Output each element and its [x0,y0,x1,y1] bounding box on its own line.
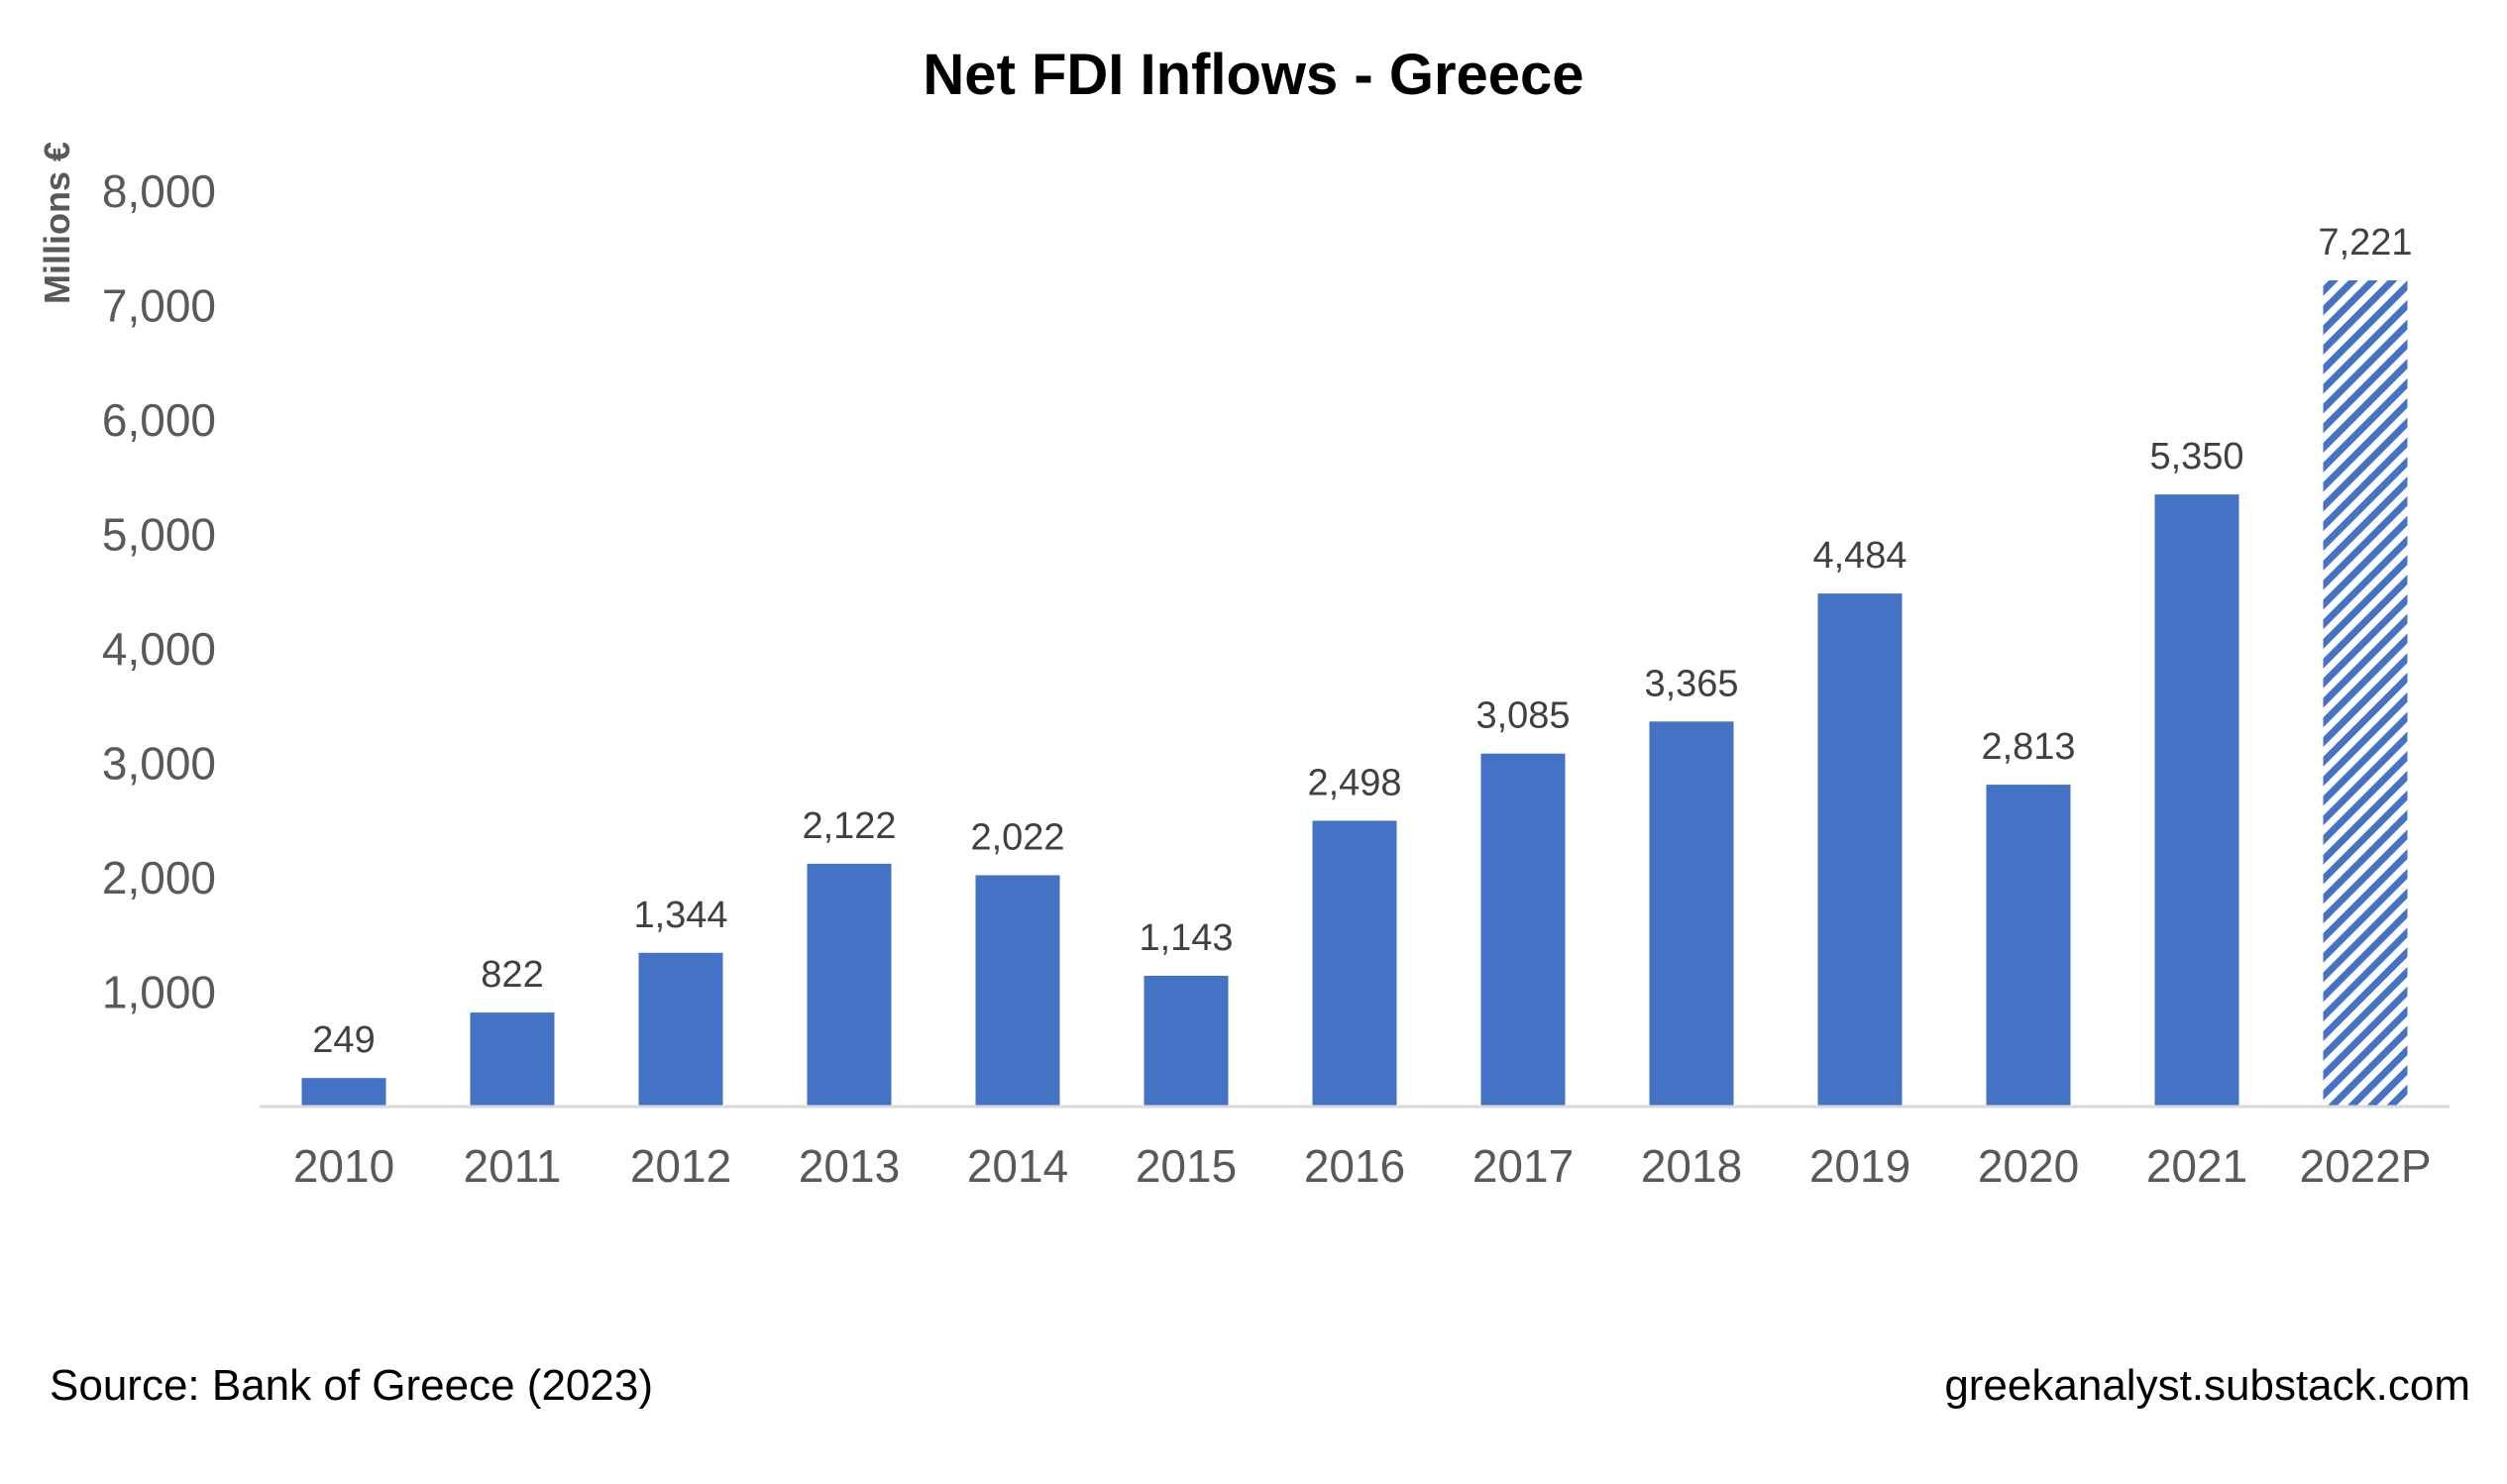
data-label: 2,498 [1307,763,1401,804]
bars [301,280,2408,1108]
x-tick-label: 2019 [1809,1140,1910,1192]
bar [301,1078,386,1107]
x-tick-label: 2010 [293,1140,394,1192]
x-tick-label: 2011 [464,1140,562,1192]
y-axis-ticks: 1,000 2,000 3,000 4,000 5,000 6,000 7,000 8,000 [102,165,216,1018]
x-axis-ticks: 2010 2011 2012 2013 2014 2015 2016 2017 2018 2019… [293,1140,2432,1192]
bar [638,952,723,1107]
x-tick-label: 2017 [1472,1140,1574,1192]
y-tick-label: 6,000 [102,394,216,446]
data-label: 1,344 [633,895,727,936]
data-label: 4,484 [1812,535,1907,577]
data-label: 1,143 [1139,917,1233,959]
x-tick-label: 2021 [2146,1140,2247,1192]
bar [1480,753,1566,1107]
bar [1817,593,1903,1107]
data-label: 5,350 [2149,436,2243,477]
bar [1144,976,1229,1107]
bar [807,863,892,1107]
data-labels: 249 822 1,344 2,122 2,022 1,143 2,498 3,085 3,36… [312,222,2412,1061]
y-tick-label: 3,000 [102,738,216,790]
x-tick-label: 2016 [1304,1140,1405,1192]
data-label: 3,365 [1644,663,1738,704]
y-tick-label: 7,000 [102,280,216,332]
bar [1986,785,2071,1107]
bar [470,1012,555,1107]
bar [975,875,1060,1107]
y-tick-label: 8,000 [102,165,216,217]
y-tick-label: 4,000 [102,623,216,675]
data-label: 2,813 [1981,726,2075,768]
data-label: 3,085 [1475,695,1570,737]
y-tick-label: 5,000 [102,509,216,561]
x-tick-label: 2012 [630,1140,731,1192]
source-note: Source: Bank of Greece (2023) [50,1361,653,1410]
data-label: 249 [312,1019,375,1061]
x-tick-label: 2018 [1641,1140,1742,1192]
x-tick-label: 2022P [2299,1140,2431,1192]
data-label: 2,022 [970,817,1064,859]
data-label: 7,221 [2318,222,2412,264]
y-axis-label: Millions € [37,142,77,304]
x-tick-label: 2013 [799,1140,900,1192]
chart-title: Net FDI Inflows - Greece [923,43,1583,107]
bar [1649,721,1734,1107]
x-tick-label: 2020 [1978,1140,2079,1192]
data-label: 822 [481,954,543,996]
y-tick-label: 2,000 [102,852,216,903]
site-credit[interactable]: greekanalyst.substack.com [1944,1361,2470,1410]
x-tick-label: 2014 [967,1140,1068,1192]
bar [1312,820,1397,1107]
bar [2154,494,2239,1108]
x-tick-label: 2015 [1136,1140,1237,1192]
bar-projected [2323,280,2408,1107]
data-label: 2,122 [802,805,896,847]
y-tick-label: 1,000 [102,967,216,1018]
